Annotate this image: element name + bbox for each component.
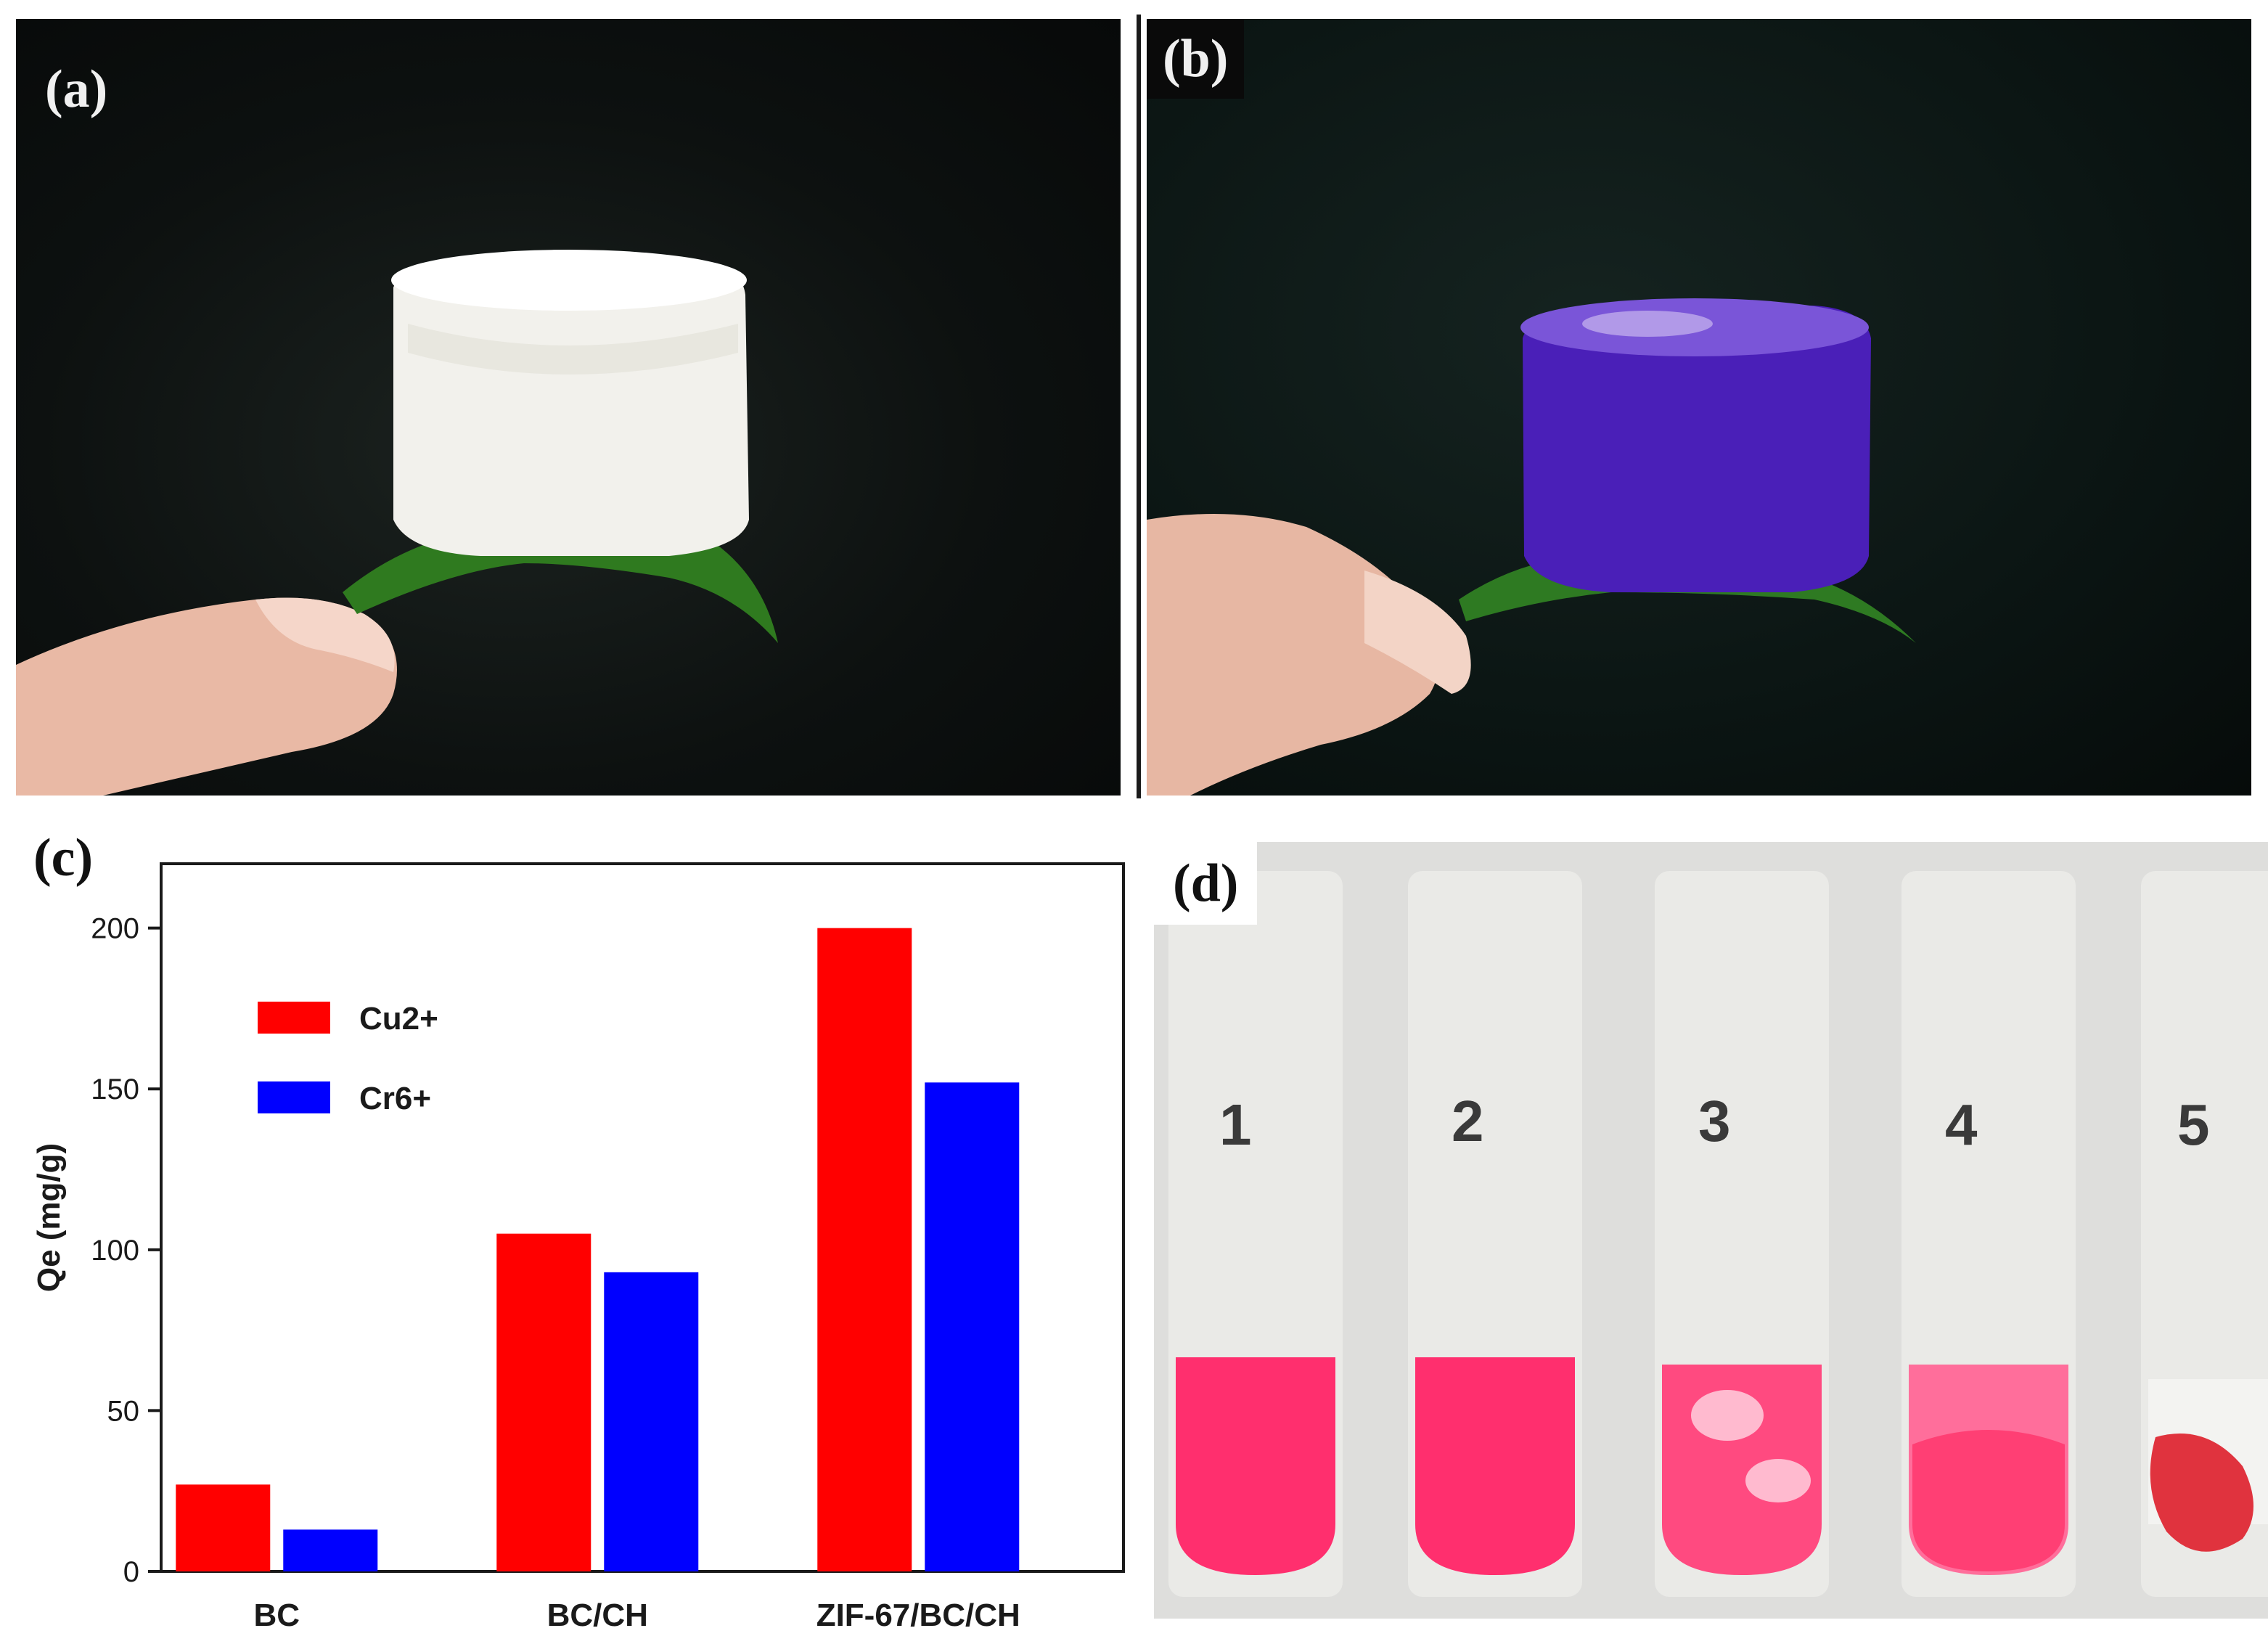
tubes-photo	[1154, 842, 2268, 1619]
tube-5	[2141, 871, 2268, 1597]
hand-shape	[16, 597, 397, 796]
photo-panel-d: (d) 1 2 3 4 5	[1154, 842, 2268, 1619]
tube-2	[1408, 871, 1582, 1597]
purple-sponge-photo	[1147, 298, 1916, 796]
x-tick-label-1: BC/CH	[547, 1598, 648, 1633]
bar-bc-1	[283, 1529, 378, 1571]
legend-label-1: Cr6+	[359, 1081, 431, 1116]
legend-swatch-0	[258, 1002, 330, 1034]
tube-label-4: 4	[1945, 1092, 1978, 1157]
y-tick-label-1: 50	[107, 1395, 140, 1427]
y-tick-label-0: 0	[123, 1556, 139, 1588]
panel-label-b: (b)	[1147, 19, 1245, 99]
white-sponge-photo	[16, 250, 778, 796]
y-axis-label: Qe (mg/g)	[31, 1143, 67, 1292]
panel-label-a: (a)	[45, 60, 108, 119]
photo-panel-b: (b)	[1147, 19, 2251, 796]
panel-label-d: (d)	[1154, 842, 1258, 925]
bar-zif-67-bc-ch-1	[925, 1082, 1020, 1571]
x-tick-label-2: ZIF-67/BC/CH	[816, 1598, 1020, 1633]
tube-label-5: 5	[2177, 1092, 2210, 1157]
adsorption-bar-chart: 0 50 100 150 200 Qe (mg/g) BC BC/CH ZIF-67/BC/CH…	[31, 862, 1125, 1633]
bar-bc-ch-0	[496, 1233, 591, 1571]
tube-label-1: 1	[1219, 1092, 1252, 1157]
sponge-body-b	[1523, 306, 1871, 592]
y-tick-label-2: 100	[91, 1235, 139, 1267]
legend-label-0: Cu2+	[359, 1001, 438, 1036]
fingertip-shape	[255, 597, 395, 672]
fingertip-shape-b	[1364, 571, 1471, 694]
tube-label-3: 3	[1698, 1089, 1731, 1153]
tube-3	[1655, 871, 1829, 1597]
sponge-top	[391, 250, 747, 311]
panel-label-c: (c)	[33, 828, 94, 888]
y-tick-label-3: 150	[91, 1073, 139, 1105]
bar-bc-0	[176, 1484, 271, 1571]
sponge-texture	[408, 324, 738, 375]
tube-4	[1901, 871, 2076, 1597]
sponge-highlight-b	[1582, 311, 1713, 337]
x-tick-label-0: BC	[253, 1598, 300, 1633]
tube-1	[1168, 871, 1343, 1597]
y-tick-label-4: 200	[91, 913, 139, 945]
sponge-body	[393, 262, 749, 556]
legend-swatch-1	[258, 1081, 330, 1113]
bar-bc-ch-1	[604, 1272, 699, 1571]
panel-divider	[1137, 15, 1141, 798]
bar-zif-67-bc-ch-0	[817, 928, 912, 1571]
chart-panel-c: (c) 0 50 100 150 200 Qe (mg/g) BC BC/CH ZIF-67/B…	[0, 813, 1139, 1644]
tube-label-2: 2	[1452, 1089, 1484, 1153]
photo-panel-a: (a)	[16, 19, 1121, 796]
